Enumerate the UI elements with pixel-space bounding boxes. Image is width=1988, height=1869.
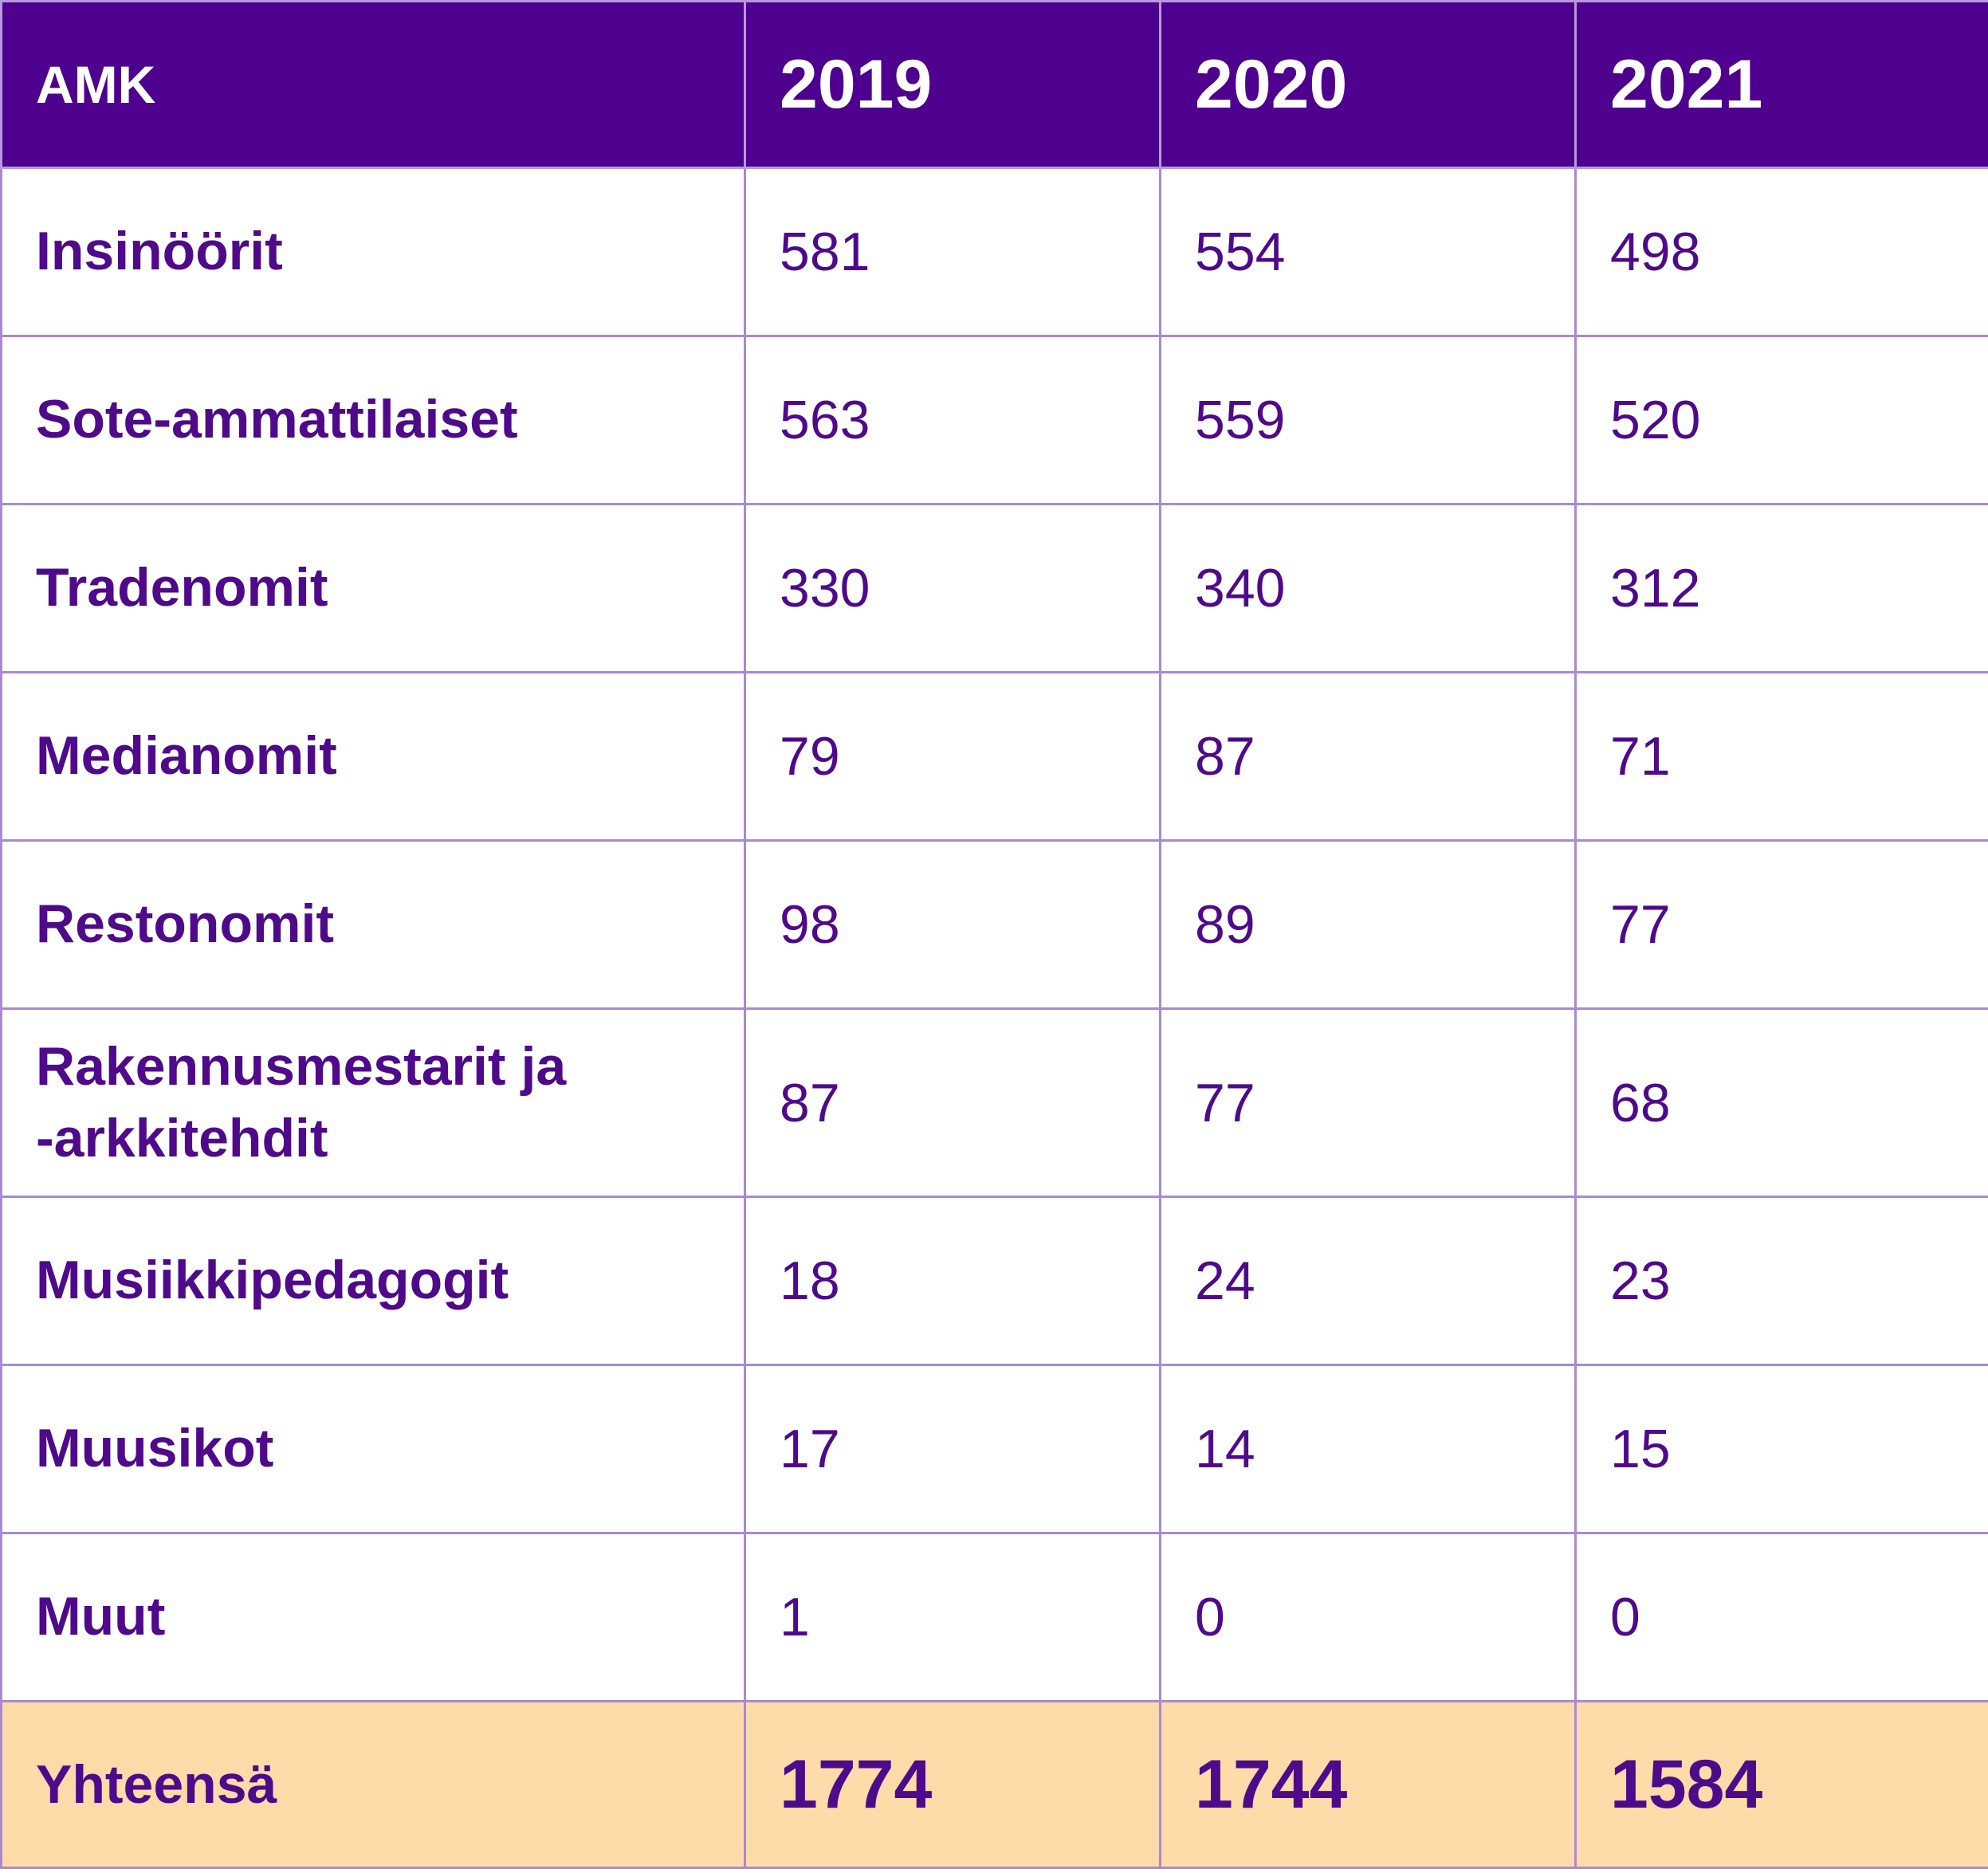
total-2019: 1774: [744, 1700, 1161, 1869]
table-footer: Yhteensä 1774 1744 1584: [0, 1700, 1988, 1869]
cell-2021: 23: [1574, 1195, 1988, 1366]
total-label: Yhteensä: [0, 1700, 746, 1869]
row-label-line-1: Rakennusmestarit ja: [36, 1035, 567, 1097]
cell-2021: 68: [1574, 1007, 1988, 1198]
cell-2020: 89: [1159, 839, 1577, 1011]
header-year-2019: 2019: [744, 0, 1161, 169]
cell-2019: 563: [744, 335, 1161, 506]
cell-2021: 0: [1574, 1531, 1988, 1703]
table-row: Rakennusmestarit ja -arkkitehdit 87 77 68: [0, 1007, 1988, 1198]
cell-2019: 18: [744, 1195, 1161, 1366]
cell-2021: 71: [1574, 671, 1988, 842]
cell-2019: 581: [744, 166, 1161, 338]
row-label: Musiikkipedagogit: [0, 1195, 746, 1366]
row-label: Insinöörit: [0, 166, 746, 338]
table-row: Muut 1 0 0: [0, 1531, 1988, 1703]
table-header: AMK 2019 2020 2021: [0, 0, 1988, 169]
cell-2019: 1: [744, 1531, 1161, 1703]
cell-2020: 24: [1159, 1195, 1577, 1366]
cell-2021: 520: [1574, 335, 1988, 506]
table-row: Insinöörit 581 554 498: [0, 166, 1988, 338]
row-label: Muusikot: [0, 1363, 746, 1534]
table-row: Restonomit 98 89 77: [0, 839, 1988, 1011]
cell-2020: 0: [1159, 1531, 1577, 1703]
table-row: Muusikot 17 14 15: [0, 1363, 1988, 1534]
row-label: Medianomit: [0, 671, 746, 842]
row-label: Sote-ammattilaiset: [0, 335, 746, 506]
table-row: Medianomit 79 87 71: [0, 671, 1988, 842]
cell-2019: 79: [744, 671, 1161, 842]
cell-2021: 77: [1574, 839, 1988, 1011]
cell-2019: 98: [744, 839, 1161, 1011]
header-year-2020: 2020: [1159, 0, 1577, 169]
row-label: Restonomit: [0, 839, 746, 1011]
cell-2019: 17: [744, 1363, 1161, 1534]
cell-2021: 15: [1574, 1363, 1988, 1534]
header-label-amk: AMK: [0, 0, 746, 169]
row-label-line-2: -arkkitehdit: [36, 1107, 328, 1168]
cell-2020: 14: [1159, 1363, 1577, 1534]
cell-2020: 340: [1159, 503, 1577, 674]
cell-2019: 330: [744, 503, 1161, 674]
cell-2021: 498: [1574, 166, 1988, 338]
table-row: Sote-ammattilaiset 563 559 520: [0, 335, 1988, 506]
cell-2020: 554: [1159, 166, 1577, 338]
total-2020: 1744: [1159, 1700, 1577, 1869]
table-row: Musiikkipedagogit 18 24 23: [0, 1195, 1988, 1366]
row-label: Tradenomit: [0, 503, 746, 674]
cell-2021: 312: [1574, 503, 1988, 674]
total-row: Yhteensä 1774 1744 1584: [0, 1700, 1988, 1869]
cell-2020: 77: [1159, 1007, 1577, 1198]
header-row: AMK 2019 2020 2021: [0, 0, 1988, 169]
cell-2020: 87: [1159, 671, 1577, 842]
table-body: Insinöörit 581 554 498 Sote-ammattilaise…: [0, 166, 1988, 1703]
row-label: Muut: [0, 1531, 746, 1703]
header-year-2021: 2021: [1574, 0, 1988, 169]
cell-2020: 559: [1159, 335, 1577, 506]
total-2021: 1584: [1574, 1700, 1988, 1869]
table-row: Tradenomit 330 340 312: [0, 503, 1988, 674]
cell-2019: 87: [744, 1007, 1161, 1198]
row-label: Rakennusmestarit ja -arkkitehdit: [0, 1007, 746, 1198]
